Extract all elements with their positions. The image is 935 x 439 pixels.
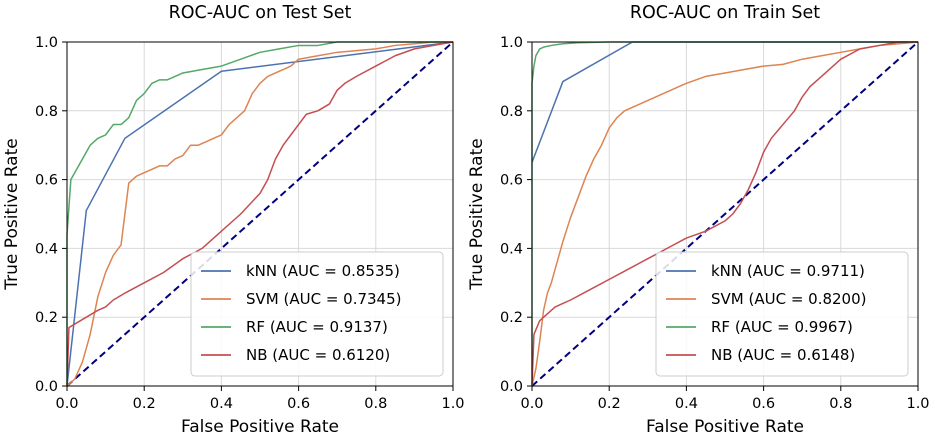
x-axis-title: False Positive Rate	[646, 417, 804, 437]
roc-line-knn	[66, 41, 454, 387]
y-tick-label: 0.2	[500, 310, 523, 326]
x-tick-label: 0.0	[520, 396, 543, 412]
roc-line-nb	[531, 41, 918, 387]
legend-label-nb: NB (AUC = 0.6148)	[711, 346, 855, 364]
roc-line-rf	[66, 41, 453, 386]
chart-panel-train: 0.0 0.2 0.4 0.6 0.8 1.0 0.0 0.2 0.4 0.6 0.8 1.0 ROC-…	[467, 3, 930, 437]
y-tick-label: 0.6	[35, 173, 58, 189]
x-tick-label: 0.6	[287, 396, 310, 412]
y-tick-label: 0.6	[500, 173, 523, 189]
x-tick-label: 0.0	[55, 396, 78, 412]
legend-label-svm: SVM (AUC = 0.8200)	[711, 290, 867, 308]
y-tick-label: 0.0	[500, 379, 523, 395]
y-axis-title: True Positive Rate	[2, 138, 22, 290]
chance-diagonal-line	[66, 41, 454, 387]
roc-line-nb	[66, 41, 454, 387]
plot-frame	[66, 41, 454, 387]
x-tick-label: 1.0	[906, 396, 929, 412]
legend-label-knn: kNN (AUC = 0.8535)	[246, 262, 400, 280]
x-tick-label: 0.4	[675, 396, 698, 412]
y-tick-label: 1.0	[35, 35, 58, 51]
y-tick-label: 0.4	[35, 241, 58, 257]
legend-box	[190, 251, 444, 377]
roc-line-svm	[66, 41, 453, 387]
x-tick-label: 1.0	[441, 396, 464, 412]
chart-title: ROC-AUC on Test Set	[169, 3, 352, 23]
legend: kNN (AUC = 0.8535) SVM (AUC = 0.7345) RF (…	[190, 251, 444, 377]
y-tick-label: 0.2	[35, 310, 58, 326]
y-tick-label: 0.4	[500, 241, 523, 257]
y-axis-title: True Positive Rate	[467, 138, 487, 290]
x-tick-label: 0.8	[364, 396, 387, 412]
y-tick-label: 0.8	[500, 104, 523, 120]
chance-diagonal-line	[531, 41, 919, 387]
x-axis-title: False Positive Rate	[181, 417, 339, 437]
roc-line-svm	[531, 41, 919, 387]
legend-label-knn: kNN (AUC = 0.9711)	[711, 262, 865, 280]
plot-frame	[531, 41, 919, 387]
x-tick-label: 0.6	[752, 396, 775, 412]
chart-panel-test: 0.0 0.2 0.4 0.6 0.8 1.0 0.0 0.2 0.4 0.6 0.8 1.0 ROC-…	[2, 3, 465, 437]
x-tick-label: 0.2	[598, 396, 621, 412]
legend: kNN (AUC = 0.9711) SVM (AUC = 0.8200) RF (…	[655, 251, 909, 377]
x-tick-label: 0.2	[133, 396, 156, 412]
x-tick-label: 0.4	[210, 396, 233, 412]
legend-label-nb: NB (AUC = 0.6120)	[246, 346, 390, 364]
y-tick-label: 0.0	[35, 379, 58, 395]
y-tick-label: 1.0	[500, 35, 523, 51]
x-tick-label: 0.8	[829, 396, 852, 412]
y-tick-label: 0.8	[35, 104, 58, 120]
legend-label-svm: SVM (AUC = 0.7345)	[246, 290, 402, 308]
legend-label-rf: RF (AUC = 0.9967)	[711, 318, 853, 336]
legend-box	[655, 251, 909, 377]
chart-title: ROC-AUC on Train Set	[630, 3, 820, 23]
legend-label-rf: RF (AUC = 0.9137)	[246, 318, 388, 336]
